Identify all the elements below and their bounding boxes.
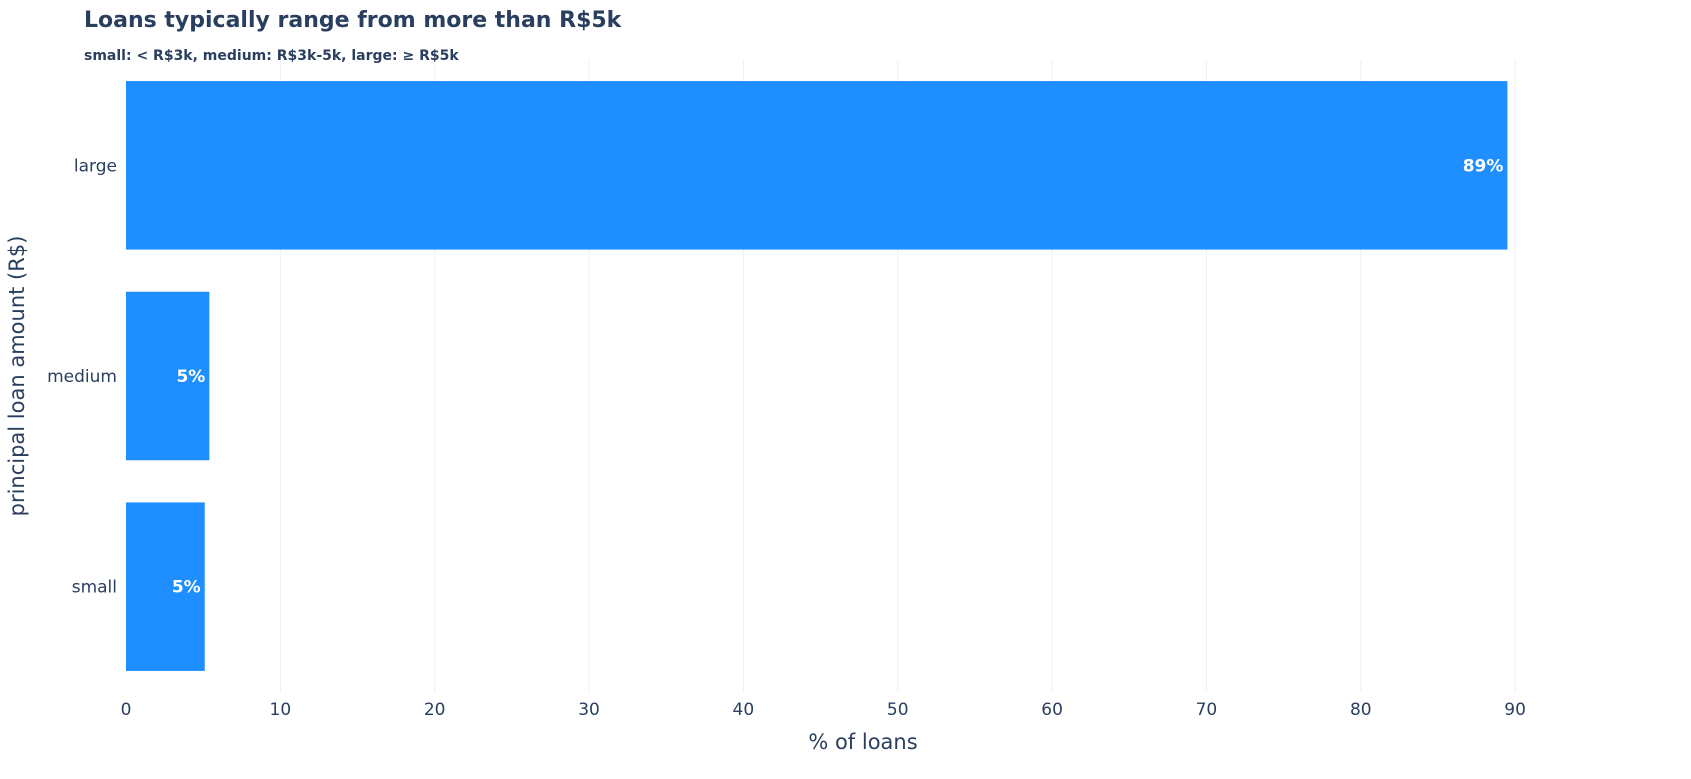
bar-medium: [126, 291, 210, 461]
x-tick-label-8: 80: [1350, 700, 1372, 720]
x-tick-label-5: 50: [887, 700, 909, 720]
x-axis-title: % of loans: [808, 730, 917, 754]
y-tick-label-small: small: [72, 578, 117, 598]
bar-large: [126, 81, 1508, 250]
x-tick-label-2: 20: [424, 700, 446, 720]
chart-subtitle: small: < R$3k, medium: R$3k-5k, large: ≥…: [84, 48, 459, 64]
x-tick-label-9: 90: [1504, 700, 1526, 720]
y-tick-label-medium: medium: [47, 367, 117, 387]
y-tick-label-large: large: [74, 156, 117, 176]
x-tick-label-0: 0: [121, 700, 132, 720]
data-label-large: 89%: [1463, 156, 1504, 176]
data-label-medium: 5%: [176, 367, 205, 387]
x-tick-label-7: 70: [1196, 700, 1218, 720]
x-tick-label-4: 40: [733, 700, 755, 720]
bar-small: [126, 502, 205, 671]
data-label-small: 5%: [172, 578, 201, 598]
x-tick-label-1: 10: [270, 700, 292, 720]
chart-title: Loans typically range from more than R$5…: [84, 8, 622, 33]
y-axis-title: principal loan amount (R$): [5, 236, 29, 517]
x-tick-label-3: 30: [578, 700, 600, 720]
x-tick-label-6: 60: [1041, 700, 1063, 720]
